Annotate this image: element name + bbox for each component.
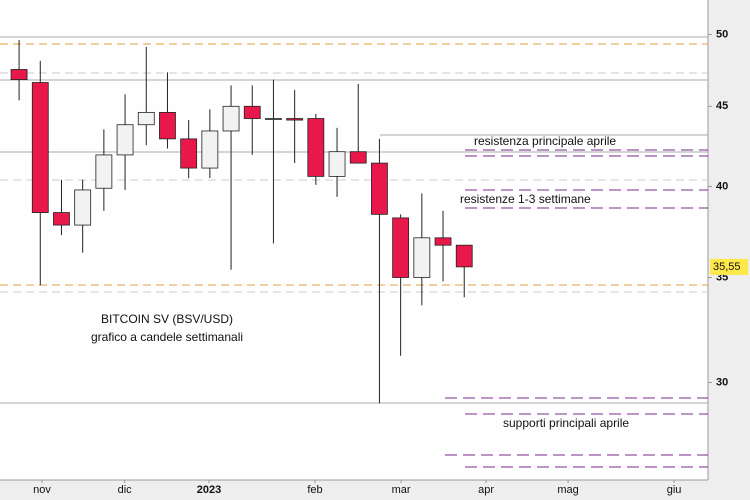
levels	[0, 36, 708, 468]
candle-body	[95, 154, 113, 189]
annotation: grafico a candele settimanali	[91, 330, 243, 344]
candle-body	[10, 69, 28, 80]
x-tick-label: 2023	[197, 484, 221, 496]
candle-body	[180, 138, 198, 169]
candle-body	[413, 237, 431, 278]
candle-body	[201, 130, 219, 169]
last-price-label: 35,55	[713, 261, 741, 273]
x-axis-panel	[0, 480, 708, 500]
candle-body	[286, 118, 304, 121]
annotation: BITCOIN SV (BSV/USD)	[101, 312, 233, 326]
annotation: resistenza principale aprile	[474, 134, 616, 148]
candle-body	[74, 189, 92, 226]
candle-body	[371, 162, 388, 215]
candle-body	[434, 237, 452, 246]
candle-body	[265, 118, 282, 120]
annotation: resistenze 1-3 settimane	[460, 192, 591, 206]
x-tick-label: feb	[307, 484, 322, 496]
x-tick-label: dic	[118, 484, 133, 496]
y-axis-panel	[708, 0, 750, 500]
candle-body	[116, 124, 134, 156]
x-tick-label: mar	[392, 484, 411, 496]
y-tick-label: 30	[716, 376, 728, 388]
candle-body	[222, 105, 240, 132]
candle-body	[243, 105, 261, 119]
candle-body	[53, 212, 70, 226]
candle-body	[455, 244, 473, 268]
plot-area	[0, 0, 708, 480]
candle-body	[392, 217, 410, 278]
x-tick-label: mag	[557, 484, 578, 496]
candle-body	[31, 82, 49, 213]
candle-body	[137, 111, 155, 126]
x-tick-label: nov	[33, 484, 51, 496]
y-tick-label: 45	[716, 100, 728, 112]
candle-body	[307, 118, 325, 177]
last-price-box	[710, 258, 748, 275]
annotation: supporti principali aprile	[503, 416, 629, 430]
y-tick-label: 50	[716, 28, 728, 40]
candle-body	[349, 151, 367, 164]
x-tick-label: giu	[667, 484, 682, 496]
candle-body	[159, 111, 176, 140]
y-tick-label: 40	[716, 180, 728, 192]
candle-body	[328, 151, 346, 177]
x-tick-label: apr	[478, 484, 494, 496]
